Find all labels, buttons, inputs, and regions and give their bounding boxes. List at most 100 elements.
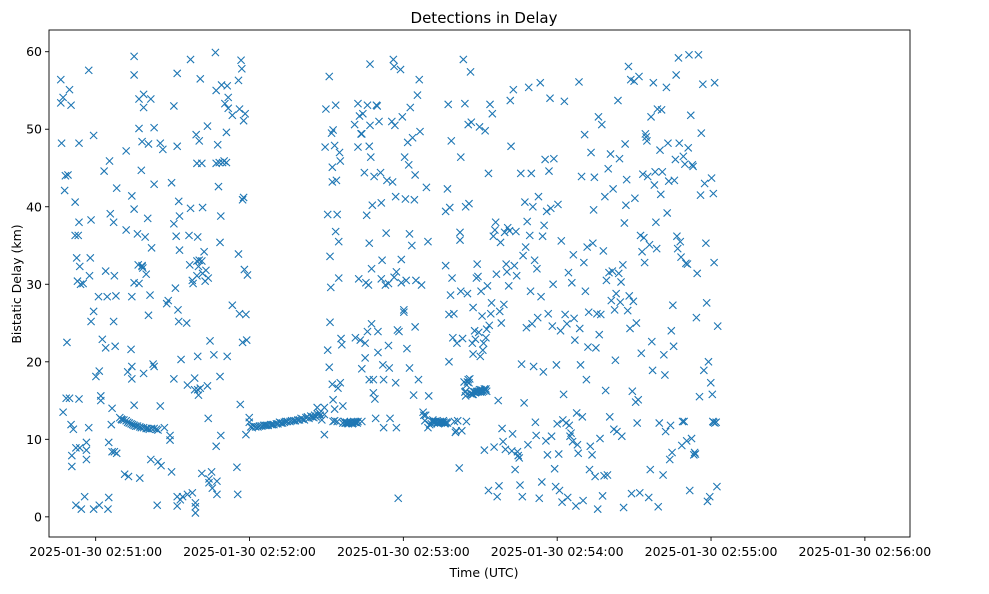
data-point-marker (634, 395, 643, 404)
data-point-marker (574, 77, 583, 86)
data-point-marker (524, 83, 533, 92)
data-point-marker (694, 50, 703, 59)
data-point-marker (649, 78, 658, 87)
data-point-marker (656, 146, 664, 155)
data-point-marker (242, 336, 251, 345)
data-point-marker (689, 162, 698, 171)
data-point-marker (520, 198, 529, 207)
data-point-marker (98, 335, 107, 344)
data-point-marker (698, 80, 707, 89)
data-point-marker (373, 327, 382, 336)
data-point-marker (613, 96, 622, 105)
data-point-marker (79, 279, 88, 288)
data-point-marker (709, 189, 718, 198)
data-point-marker (470, 326, 479, 335)
data-point-marker (523, 217, 532, 226)
data-point-marker (579, 496, 588, 505)
data-point-marker (423, 237, 432, 246)
data-point-marker (228, 301, 237, 310)
data-point-marker (637, 349, 646, 358)
data-point-marker (686, 111, 695, 120)
data-point-marker (559, 390, 568, 399)
data-point-marker (495, 307, 504, 316)
data-point-marker (106, 209, 115, 218)
data-point-marker (234, 76, 243, 85)
data-point-marker (588, 450, 597, 459)
data-point-marker (367, 264, 376, 273)
data-point-marker (538, 232, 547, 241)
data-point-marker (396, 65, 405, 74)
data-point-marker (198, 203, 207, 212)
data-point-marker (201, 266, 210, 275)
data-point-marker (598, 491, 607, 500)
data-point-marker (597, 120, 606, 129)
data-point-marker (397, 255, 406, 264)
data-point-marker (422, 183, 431, 192)
data-point-marker (139, 90, 148, 99)
data-point-marker (101, 343, 110, 352)
data-point-marker (169, 101, 178, 110)
data-point-marker (658, 167, 667, 176)
data-point-marker (213, 140, 222, 149)
data-point-marker (182, 319, 191, 328)
data-point-marker (583, 343, 592, 352)
data-point-marker (615, 154, 624, 163)
data-point-marker (678, 417, 687, 426)
data-point-marker (112, 449, 121, 458)
data-point-marker (407, 241, 416, 250)
data-point-marker (623, 306, 632, 315)
data-point-marker (648, 366, 657, 375)
data-point-marker (171, 284, 180, 293)
data-point-marker (530, 256, 539, 265)
data-point-marker (392, 267, 401, 276)
data-point-marker (146, 291, 155, 300)
data-point-marker (61, 171, 70, 180)
data-point-marker (379, 423, 388, 432)
data-point-marker (216, 238, 225, 247)
data-point-marker (400, 153, 409, 162)
data-point-marker (657, 105, 666, 114)
data-point-marker (193, 232, 202, 241)
data-point-marker (317, 415, 326, 424)
data-point-marker (333, 384, 342, 393)
data-point-marker (203, 381, 212, 390)
data-point-marker (235, 309, 244, 318)
data-point-marker (326, 252, 335, 261)
data-point-marker (521, 243, 530, 252)
data-point-marker (669, 342, 678, 351)
data-point-marker (479, 339, 488, 348)
data-point-marker (325, 363, 334, 372)
axes-frame (48, 29, 911, 538)
data-point-marker (602, 276, 611, 285)
data-point-marker (708, 390, 717, 399)
data-point-marker (366, 60, 375, 69)
data-point-marker (216, 431, 225, 440)
data-point-marker (603, 470, 612, 479)
data-point-marker (75, 395, 83, 403)
data-point-marker (705, 492, 714, 501)
data-point-marker (485, 321, 494, 330)
data-point-marker (488, 109, 497, 118)
data-point-marker (693, 269, 702, 278)
data-point-marker (331, 227, 340, 236)
data-point-marker (706, 378, 715, 387)
data-point-marker (243, 270, 252, 279)
data-point-marker (553, 200, 562, 209)
data-point-marker (683, 260, 692, 269)
data-point-marker (89, 131, 98, 140)
data-point-marker (378, 256, 387, 265)
data-point-marker (567, 429, 576, 438)
chart-title: Detections in Delay (411, 9, 558, 27)
data-point-marker (212, 442, 221, 451)
data-point-marker (135, 279, 143, 288)
data-point-marker (334, 237, 343, 246)
data-point-marker (87, 215, 96, 224)
data-point-marker (356, 336, 365, 345)
x-tick-label: 2025-01-30 02:55:00 (645, 544, 778, 559)
data-point-marker (75, 218, 83, 227)
data-point-marker (481, 333, 490, 342)
data-point-marker (91, 372, 100, 381)
data-point-marker (505, 226, 514, 235)
data-point-marker (320, 430, 329, 439)
data-point-marker (197, 469, 206, 478)
